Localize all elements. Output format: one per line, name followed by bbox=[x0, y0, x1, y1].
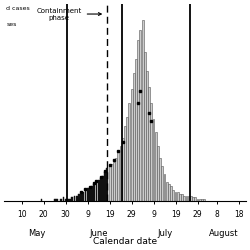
Bar bbox=[203, 200, 205, 202]
Bar bbox=[89, 188, 91, 202]
Bar bbox=[87, 188, 88, 202]
Bar bbox=[192, 198, 194, 202]
Text: d cases: d cases bbox=[6, 6, 30, 11]
Bar bbox=[201, 200, 203, 202]
Bar bbox=[65, 200, 66, 202]
Text: August: August bbox=[209, 229, 238, 238]
Bar bbox=[71, 198, 73, 202]
Bar bbox=[67, 200, 69, 202]
Bar bbox=[109, 166, 110, 202]
Bar bbox=[113, 162, 115, 202]
Text: July: July bbox=[157, 229, 172, 238]
Bar bbox=[54, 200, 56, 202]
Bar bbox=[60, 200, 62, 202]
Bar bbox=[146, 71, 148, 202]
Bar bbox=[82, 192, 84, 202]
Bar bbox=[115, 158, 117, 202]
Bar bbox=[100, 178, 102, 202]
Bar bbox=[166, 182, 168, 202]
Bar bbox=[122, 138, 124, 202]
Bar bbox=[150, 103, 152, 202]
Bar bbox=[177, 192, 179, 202]
Text: May: May bbox=[28, 229, 46, 238]
Bar bbox=[56, 200, 58, 202]
Bar bbox=[168, 184, 170, 202]
Bar bbox=[135, 60, 137, 202]
Bar bbox=[164, 174, 166, 202]
Bar bbox=[181, 194, 183, 202]
Bar bbox=[172, 190, 174, 202]
Bar bbox=[91, 186, 93, 202]
Bar bbox=[137, 40, 139, 202]
Bar bbox=[96, 182, 97, 202]
Bar bbox=[74, 196, 76, 202]
Bar bbox=[157, 146, 159, 202]
Bar bbox=[93, 184, 95, 202]
Bar bbox=[102, 176, 104, 202]
Bar bbox=[148, 87, 150, 202]
Bar bbox=[106, 168, 108, 202]
Bar bbox=[184, 196, 185, 202]
Bar bbox=[104, 172, 106, 202]
Bar bbox=[186, 196, 188, 202]
Bar bbox=[128, 103, 130, 202]
Bar bbox=[124, 126, 126, 202]
Bar bbox=[199, 200, 201, 202]
Bar bbox=[155, 132, 157, 202]
Bar bbox=[126, 116, 128, 202]
Bar bbox=[131, 89, 132, 202]
Bar bbox=[174, 192, 176, 202]
X-axis label: Calendar date: Calendar date bbox=[93, 237, 157, 246]
Bar bbox=[133, 73, 135, 202]
Bar bbox=[62, 198, 64, 202]
Bar bbox=[98, 180, 100, 202]
Bar bbox=[69, 200, 71, 202]
Bar bbox=[120, 146, 122, 202]
Bar bbox=[118, 152, 119, 202]
Bar bbox=[78, 194, 80, 202]
Text: ses: ses bbox=[6, 22, 17, 27]
Bar bbox=[194, 198, 196, 202]
Bar bbox=[190, 196, 192, 202]
Bar bbox=[188, 196, 190, 202]
Bar bbox=[170, 186, 172, 202]
Bar bbox=[76, 196, 78, 202]
Bar bbox=[84, 190, 86, 202]
Bar bbox=[179, 194, 181, 202]
Bar bbox=[111, 164, 113, 202]
Bar bbox=[140, 30, 141, 202]
Bar bbox=[162, 166, 163, 202]
Bar bbox=[159, 158, 161, 202]
Text: Containment
phase: Containment phase bbox=[36, 8, 101, 20]
Bar bbox=[196, 200, 198, 202]
Bar bbox=[40, 200, 42, 202]
Bar bbox=[144, 52, 146, 202]
Bar bbox=[80, 194, 82, 202]
Text: June: June bbox=[90, 229, 108, 238]
Bar bbox=[142, 20, 144, 202]
Bar bbox=[153, 118, 154, 202]
